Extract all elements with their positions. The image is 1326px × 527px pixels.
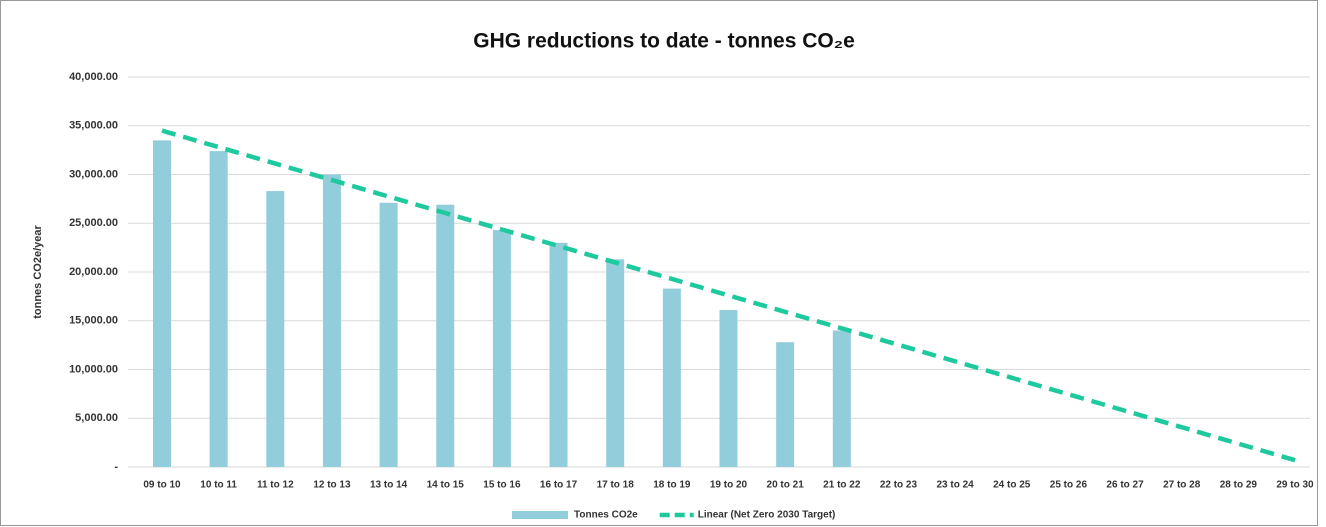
bar (492, 230, 511, 467)
x-tick-label: 18 to 19 (653, 480, 691, 491)
x-tick-label: 09 to 10 (143, 480, 181, 491)
bar (776, 342, 795, 467)
x-tick-label: 21 to 22 (823, 480, 861, 491)
x-tick-label: 16 to 17 (540, 480, 578, 491)
chart-title: GHG reductions to date - tonnes CO₂e (473, 30, 855, 53)
y-tick-label: 15,000.00 (69, 315, 118, 327)
x-tick-label: 17 to 18 (597, 480, 635, 491)
bar (719, 310, 738, 467)
x-tick-label: 20 to 21 (767, 480, 805, 491)
x-tick-label: 27 to 28 (1163, 480, 1201, 491)
legend-label: Linear (Net Zero 2030 Target) (698, 510, 836, 521)
x-tick-label: 25 to 26 (1050, 480, 1088, 491)
bar (266, 191, 285, 467)
x-tick-label: 14 to 15 (427, 480, 465, 491)
x-tick-label: 19 to 20 (710, 480, 748, 491)
bar (832, 330, 851, 467)
y-tick-label: 35,000.00 (69, 120, 118, 132)
bar (379, 202, 398, 467)
bar (322, 174, 341, 467)
bar (153, 140, 171, 467)
y-axis-label: tonnes CO2e/year (32, 225, 44, 319)
x-tick-label: 11 to 12 (257, 480, 294, 491)
legend-label: Tonnes CO2e (574, 510, 638, 521)
x-tick-label: 28 to 29 (1220, 480, 1258, 491)
bar (436, 204, 455, 467)
x-tick-label: 22 to 23 (880, 480, 918, 491)
x-tick-label: 23 to 24 (936, 480, 974, 491)
y-tick-label: - (114, 461, 118, 473)
bar (662, 288, 681, 467)
x-tick-label: 26 to 27 (1106, 480, 1144, 491)
bar (606, 259, 625, 467)
x-tick-label: 29 to 30 (1276, 480, 1314, 491)
x-tick-label: 10 to 11 (200, 480, 237, 491)
x-tick-label: 13 to 14 (370, 480, 408, 491)
y-tick-label: 25,000.00 (69, 217, 118, 229)
bar (549, 242, 568, 467)
legend-swatch (512, 511, 568, 519)
y-tick-label: 40,000.00 (69, 71, 118, 83)
x-tick-label: 15 to 16 (483, 480, 521, 491)
y-tick-label: 20,000.00 (69, 266, 118, 278)
x-tick-label: 12 to 13 (313, 480, 351, 491)
y-tick-label: 5,000.00 (75, 412, 118, 424)
bar (209, 151, 228, 467)
y-tick-label: 10,000.00 (69, 363, 118, 375)
y-tick-label: 30,000.00 (69, 168, 118, 180)
x-tick-label: 24 to 25 (993, 480, 1031, 491)
